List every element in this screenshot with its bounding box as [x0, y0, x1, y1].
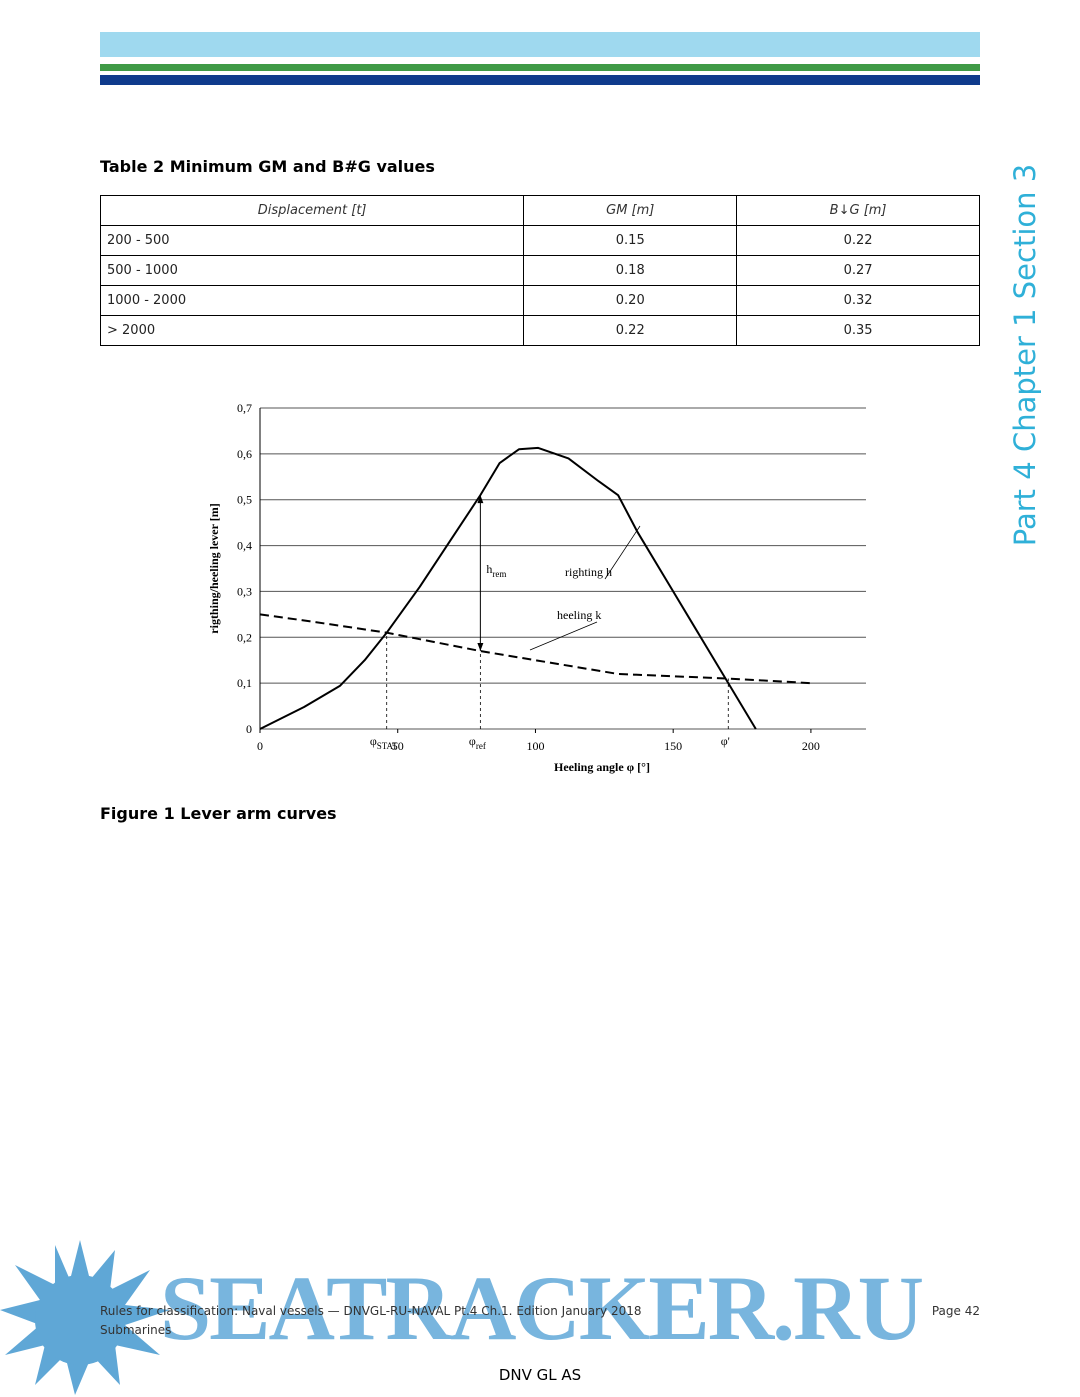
- y-tick-label: 0,2: [237, 630, 252, 644]
- footer-page: Page 42: [931, 1304, 980, 1318]
- x-tick-label: 0: [257, 739, 263, 753]
- header-bar-blue: [100, 75, 980, 85]
- table-cell: 0.32: [736, 285, 980, 316]
- y-tick-label: 0: [246, 722, 252, 736]
- footer-company: DNV GL AS: [498, 1366, 582, 1384]
- table-row: 500 - 1000 0.18 0.27: [99, 255, 980, 286]
- header-row: Displacement [t] GM [m] B↓G [m]: [99, 195, 980, 226]
- table-row: 200 - 500 0.15 0.22: [99, 225, 980, 256]
- marker-label-main: φ: [370, 734, 377, 748]
- table-cell: 0.18: [523, 255, 738, 286]
- table-cell: 0.22: [523, 315, 738, 346]
- table-cell: 0.27: [736, 255, 980, 286]
- y-tick-label: 0,4: [237, 539, 252, 553]
- table-cell: 0.22: [736, 225, 980, 256]
- x-tick-label: 200: [802, 739, 820, 753]
- marker-label-main: φ': [721, 734, 730, 748]
- watermark: SEATRACKER.RU: [160, 1257, 924, 1359]
- y-tick-label: 0,5: [237, 493, 252, 507]
- x-axis-label: Heeling angle φ [°]: [554, 760, 650, 774]
- watermark-sun: [0, 1240, 170, 1395]
- table-cell: 0.15: [523, 225, 738, 256]
- arrow-head: [477, 643, 484, 652]
- marker-label: φref: [469, 734, 486, 751]
- footer-line1: Rules for classification: Naval vessels …: [100, 1304, 642, 1318]
- arrow-label-main: h: [486, 562, 492, 576]
- x-tick-label: 150: [664, 739, 682, 753]
- series-line: [259, 446, 757, 730]
- marker-label: φ': [721, 734, 730, 748]
- marker-label-main: φ: [469, 734, 476, 748]
- arrow-head: [477, 495, 484, 504]
- series-label: righting h: [565, 565, 612, 579]
- header-cell: B↓G [m]: [736, 195, 980, 226]
- table-cell: 0.35: [736, 315, 980, 346]
- marker-label: φSTAT: [370, 734, 398, 751]
- y-axis-label: rigthing/heeling lever [m]: [207, 503, 221, 633]
- header-bar-light: [100, 32, 980, 57]
- y-tick-label: 0,1: [237, 676, 252, 690]
- header-bar-green: [100, 64, 980, 71]
- series-line: [259, 613, 811, 685]
- figure-caption: Figure 1 Lever arm curves: [100, 804, 337, 823]
- table-row: > 2000 0.22 0.35: [99, 315, 980, 346]
- x-tick-label: 50: [392, 739, 404, 753]
- y-tick-label: 0,3: [237, 584, 252, 598]
- series-label: heeling k: [557, 608, 601, 622]
- table-cell: 0.20: [523, 285, 738, 316]
- leader-line: [529, 621, 598, 651]
- chart: 0 0,1 0,2 0,3 0,4 0,5 0,6 0,7 0 50 100 150 200 Heelin…: [207, 401, 866, 774]
- leader-line: [604, 525, 641, 580]
- table-row: 1000 - 2000 0.20 0.32: [99, 285, 980, 316]
- y-tick-label: 0,6: [237, 447, 252, 461]
- table-cell: 200 - 500: [99, 225, 525, 256]
- table: Displacement [t] GM [m] B↓G [m] 200 - 500 0.…: [99, 195, 980, 346]
- side-label: Part 4 Chapter 1 Section 3: [1008, 163, 1042, 547]
- marker-label-sub: ref: [476, 741, 486, 751]
- table-title: Table 2 Minimum GM and B#G values: [100, 157, 435, 176]
- arrow-label: hrem: [486, 562, 506, 579]
- marker-label-sub: STAT: [377, 741, 398, 751]
- table-cell: 1000 - 2000: [99, 285, 525, 316]
- arrow-label-sub: rem: [492, 569, 506, 579]
- y-tick-label: 0,7: [237, 401, 252, 415]
- header-cell: GM [m]: [523, 195, 738, 226]
- header-cell: Displacement [t]: [99, 195, 525, 226]
- table-cell: 500 - 1000: [99, 255, 525, 286]
- table-cell: > 2000: [99, 315, 525, 346]
- x-tick-label: 100: [526, 739, 544, 753]
- footer-line2: Submarines: [100, 1323, 172, 1337]
